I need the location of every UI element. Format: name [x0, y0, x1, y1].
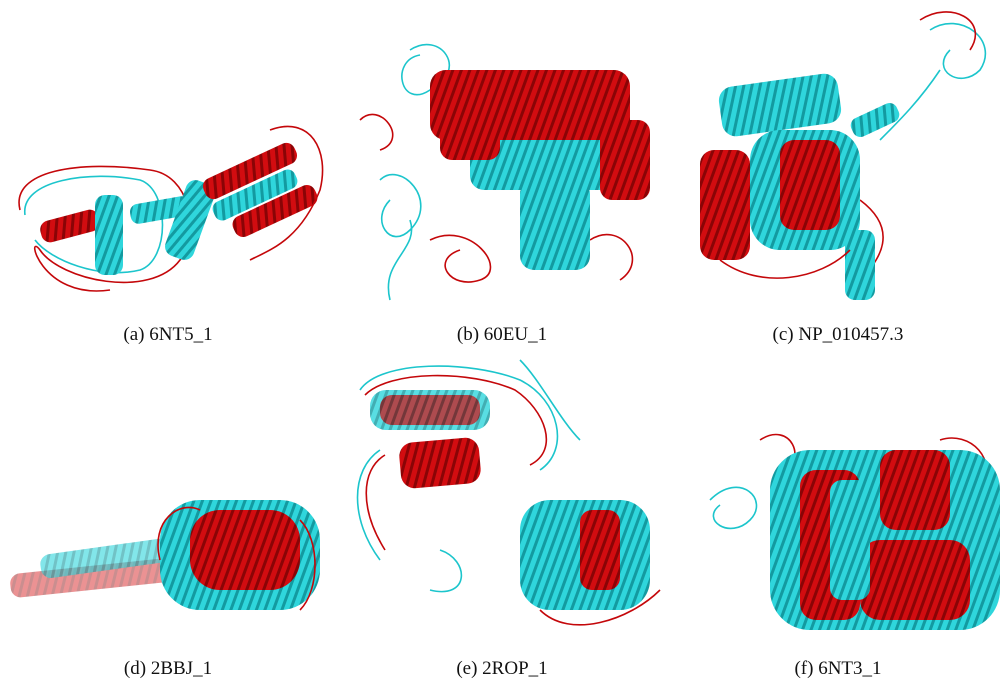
structure-image	[700, 11, 987, 300]
caption: (e) 2ROP_1	[456, 658, 547, 679]
caption: (a) 6NT5_1	[123, 324, 212, 345]
structure-image	[18, 125, 324, 292]
structure-image	[356, 359, 661, 626]
caption: (f) 6NT3_1	[794, 658, 881, 679]
caption: (c) NP_010457.3	[773, 324, 904, 345]
structure-image	[359, 43, 650, 301]
caption: (d) 2BBJ_1	[124, 658, 212, 679]
structure-image	[10, 500, 320, 611]
caption: (b) 60EU_1	[457, 324, 547, 345]
structure-image	[709, 433, 1000, 630]
